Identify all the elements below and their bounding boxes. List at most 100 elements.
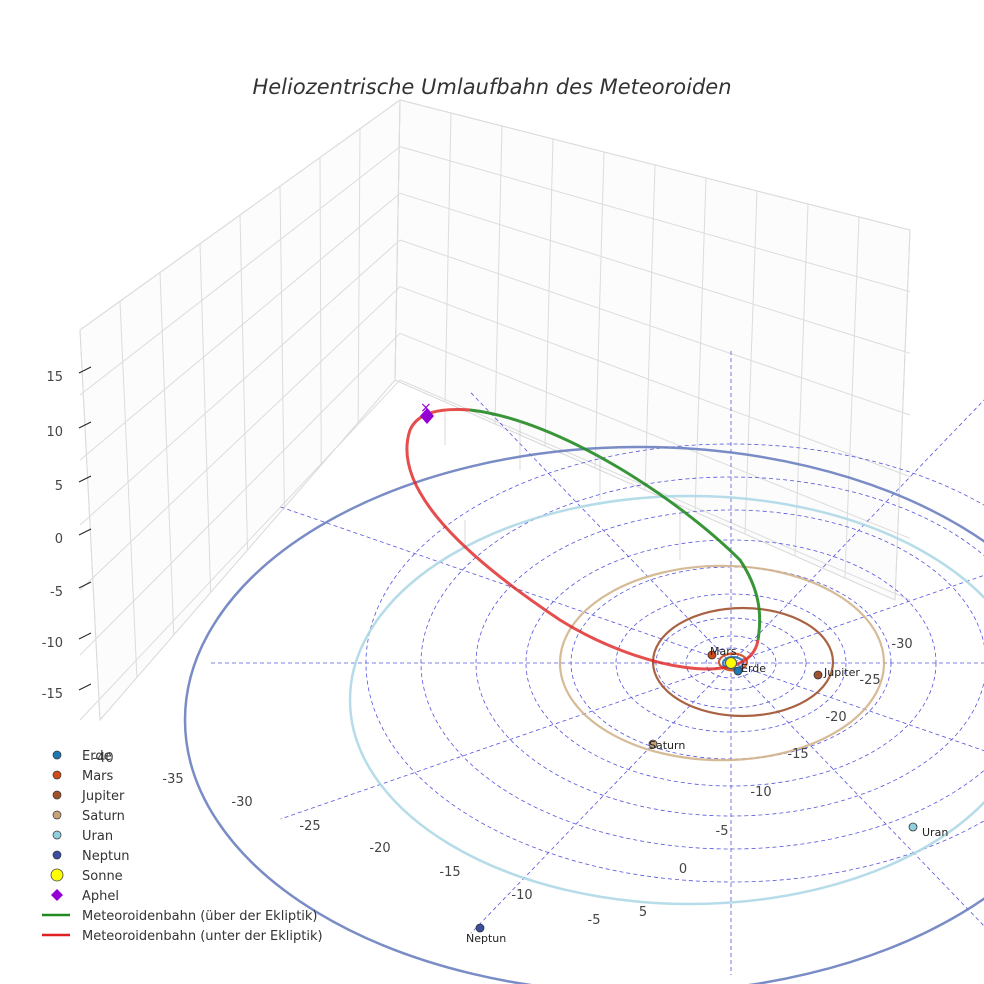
planet-jupiter bbox=[813, 670, 823, 680]
sun-marker bbox=[725, 657, 737, 669]
trajectory-above-ecliptic bbox=[469, 408, 762, 641]
planet-saturn bbox=[648, 739, 658, 749]
box-gridline bbox=[694, 177, 707, 513]
z-tick-mark bbox=[78, 632, 92, 640]
ecliptic-grid-ring bbox=[705, 647, 757, 679]
ecliptic-grid-ring bbox=[615, 593, 847, 733]
planet-label-mars: Mars bbox=[710, 645, 737, 658]
legend-marker bbox=[52, 850, 62, 860]
x-tick-label: -20 bbox=[369, 841, 390, 856]
planet-label-uran: Uran bbox=[922, 826, 948, 839]
orbit-mars bbox=[717, 652, 749, 672]
z-tick-label: 5 bbox=[55, 479, 63, 494]
box-gridline bbox=[399, 332, 911, 539]
box-gridline bbox=[399, 192, 911, 354]
orbit-neptun bbox=[183, 445, 984, 984]
meteoroid-trajectory bbox=[405, 408, 762, 671]
planet-uran bbox=[908, 822, 918, 832]
box-gridline bbox=[794, 203, 809, 557]
x-tick-label: -35 bbox=[162, 772, 183, 787]
z-tick-label: -15 bbox=[42, 687, 63, 702]
box-gridline bbox=[79, 379, 401, 721]
legend-label: Aphel bbox=[82, 889, 119, 904]
legend-label: Mars bbox=[82, 769, 114, 784]
z-tick-mark bbox=[78, 581, 92, 589]
box-gridline bbox=[319, 157, 322, 466]
orbit-saturn bbox=[558, 564, 886, 762]
legend-label: Sonne bbox=[82, 869, 123, 884]
legend-marker bbox=[52, 830, 62, 840]
x-tick-label: 0 bbox=[679, 862, 687, 877]
aphel-marker: × bbox=[420, 400, 434, 424]
y-tick-label: -5 bbox=[716, 824, 729, 839]
planet-markers: Erde Mars Jupiter Saturn Uran Neptun bbox=[466, 645, 948, 945]
box-gridline bbox=[79, 329, 101, 721]
x-tick-label: -5 bbox=[588, 913, 601, 928]
planet-label-saturn: Saturn bbox=[649, 739, 685, 752]
legend-label: Jupiter bbox=[81, 789, 125, 804]
legend-label: Erde bbox=[82, 749, 112, 764]
legend-label: Meteoroidenbahn (unter der Ekliptik) bbox=[82, 929, 323, 944]
box-gridline bbox=[394, 99, 401, 381]
box-gridline bbox=[79, 239, 401, 526]
y-tick-label: -10 bbox=[750, 785, 771, 800]
legend-marker bbox=[51, 889, 63, 901]
x-tick-label: -40 bbox=[92, 751, 113, 766]
planet-mars bbox=[707, 650, 717, 660]
z-tick-label: -5 bbox=[50, 585, 63, 600]
legend-label: Neptun bbox=[82, 849, 130, 864]
planet-label-neptun: Neptun bbox=[466, 932, 506, 945]
box-gridline bbox=[399, 239, 911, 416]
svg-text:×: × bbox=[420, 400, 432, 416]
x-tick-label: -25 bbox=[299, 819, 320, 834]
planet-neptun bbox=[475, 923, 485, 933]
orbit-uran bbox=[348, 494, 984, 906]
y-tick-label: -25 bbox=[859, 673, 880, 688]
legend-marker bbox=[52, 770, 62, 780]
z-tick-label: 10 bbox=[46, 425, 63, 440]
y-tick-label: -30 bbox=[891, 637, 912, 652]
y-tick-label: -20 bbox=[825, 710, 846, 725]
legend-marker bbox=[52, 790, 62, 800]
z-tick-label: 15 bbox=[46, 370, 63, 385]
legend-marker bbox=[52, 750, 62, 760]
planet-label-jupiter: Jupiter bbox=[823, 666, 860, 679]
box-gridline bbox=[399, 99, 911, 231]
axis-ticks: 15 10 5 0 -5 -10 -15 -40 -35 -30 -25 -20 -15 -10 -5 0 5 -… bbox=[42, 366, 913, 928]
legend-marker bbox=[50, 868, 64, 882]
z-tick-mark bbox=[78, 528, 92, 536]
trajectory-drop-lines bbox=[444, 412, 681, 560]
x-tick-label: -30 bbox=[231, 795, 252, 810]
box-gridline bbox=[159, 272, 175, 636]
z-tick-mark bbox=[78, 366, 92, 374]
y-tick-label: -15 bbox=[787, 747, 808, 762]
x-tick-label: -15 bbox=[439, 865, 460, 880]
box-gridline bbox=[79, 192, 401, 461]
box-gridline bbox=[399, 286, 911, 478]
z-tick-mark bbox=[78, 683, 92, 691]
box-gridline bbox=[357, 128, 361, 423]
z-tick-label: -10 bbox=[42, 636, 63, 651]
box-gridline bbox=[119, 301, 138, 678]
chart-title: Heliozentrische Umlaufbahn des Meteoroid… bbox=[252, 75, 731, 99]
planet-label-erde: Erde bbox=[741, 662, 766, 675]
box-gridline bbox=[744, 190, 758, 535]
legend-label: Saturn bbox=[82, 809, 125, 824]
legend-label: Uran bbox=[82, 829, 113, 844]
z-tick-mark bbox=[78, 421, 92, 429]
box-gridline bbox=[79, 146, 401, 396]
trajectory-below-ecliptic bbox=[405, 408, 760, 671]
legend-label: Meteoroidenbahn (über der Ekliptik) bbox=[82, 909, 318, 924]
x-tick-label: 5 bbox=[639, 905, 647, 920]
legend: Erde Mars Jupiter Saturn Uran Neptun Sonne Aphe… bbox=[42, 749, 323, 944]
legend-marker bbox=[52, 810, 62, 820]
z-tick-mark bbox=[78, 475, 92, 483]
box-gridline bbox=[239, 214, 248, 551]
box-gridline bbox=[199, 243, 212, 593]
z-tick-label: 0 bbox=[55, 532, 63, 547]
box-gridline bbox=[279, 186, 285, 508]
box-gridline bbox=[79, 286, 401, 591]
box-gridline bbox=[399, 146, 911, 293]
planet-erde bbox=[733, 666, 743, 676]
